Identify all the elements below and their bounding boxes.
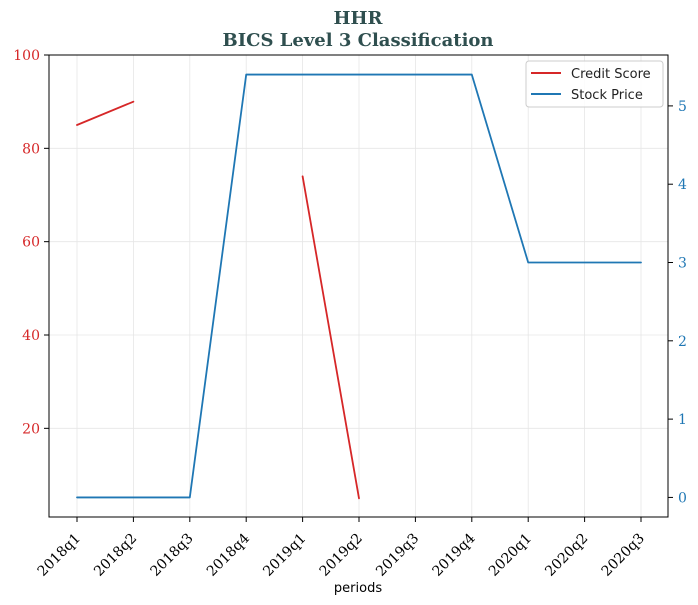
y-left-tick-label: 100 — [13, 48, 40, 64]
legend: Credit Score Stock Price — [525, 60, 664, 108]
y-right-tick-label: 5 — [678, 99, 687, 115]
y-left-tick-label: 20 — [22, 421, 40, 437]
y-right-tick-label: 0 — [678, 490, 687, 506]
x-tick-label: 2018q4 — [204, 530, 253, 579]
y-axis-left: 20 40 60 80 100 — [13, 48, 49, 437]
series-line-credit-score — [76, 100, 135, 126]
x-tick-label: 2020q3 — [599, 531, 648, 580]
y-right-tick-label: 2 — [678, 334, 687, 350]
y-right-tick-label: 3 — [678, 256, 687, 272]
legend-label-credit-score: Credit Score — [571, 67, 651, 82]
x-tick-label: 2019q1 — [260, 531, 309, 580]
chart-title: HHR — [334, 8, 384, 29]
y-right-tick-label: 4 — [678, 177, 687, 193]
legend-label-stock-price: Stock Price — [571, 88, 643, 103]
y-axis-right: 0 1 2 3 4 5 — [668, 99, 687, 506]
series-line-stock-price — [76, 73, 642, 499]
plot-frame — [48, 54, 669, 518]
x-tick-label: 2020q1 — [486, 531, 535, 580]
y-left-tick-label: 40 — [22, 328, 40, 344]
y-left-tick-label: 60 — [22, 235, 40, 251]
chart-subtitle: BICS Level 3 Classification — [222, 30, 493, 51]
x-tick-label: 2019q3 — [373, 531, 422, 580]
series-layer — [76, 73, 642, 500]
y-right-tick-label: 1 — [678, 412, 687, 428]
y-left-tick-label: 80 — [22, 141, 40, 157]
x-tick-label: 2018q2 — [91, 531, 140, 580]
x-tick-label: 2020q2 — [542, 531, 591, 580]
x-tick-label: 2019q2 — [317, 531, 366, 580]
x-tick-label: 2018q1 — [35, 531, 84, 580]
x-axis: 2018q1 2018q2 2018q3 2018q4 2019q1 2019q2 2019… — [35, 517, 648, 580]
x-tick-label: 2019q4 — [429, 530, 478, 579]
x-axis-label: periods — [334, 581, 382, 596]
series-line-credit-score — [301, 175, 360, 500]
grid — [49, 54, 668, 517]
x-tick-label: 2018q3 — [147, 531, 196, 580]
